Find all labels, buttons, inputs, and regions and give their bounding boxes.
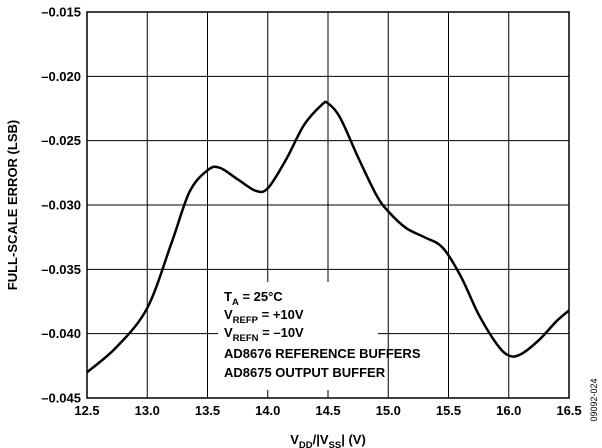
figure-id: 09092-024 — [589, 378, 599, 421]
x-tick-labels: 12.5 13.0 13.5 14.0 14.5 15.0 15.5 16.0 16.5 — [74, 403, 581, 418]
x-tick-label: 14.0 — [255, 403, 280, 418]
grid — [86, 11, 570, 399]
x-tick-label: 16.0 — [496, 403, 521, 418]
y-tick-label: –0.020 — [41, 69, 81, 84]
x-tick-label: 13.5 — [195, 403, 220, 418]
x-axis-title: VDD/|VSS| (V) — [290, 432, 366, 448]
x-tick-label: 15.5 — [436, 403, 461, 418]
annotation-reference-buffers: AD8676 REFERENCE BUFFERS — [224, 346, 421, 361]
y-tick-label: –0.040 — [41, 326, 81, 341]
y-axis-title: FULL-SCALE ERROR (LSB) — [5, 120, 20, 290]
y-tick-label: –0.030 — [41, 198, 81, 213]
annotation-background — [218, 282, 378, 390]
y-tick-label: –0.045 — [41, 391, 81, 406]
x-tick-label: 12.5 — [74, 403, 99, 418]
x-tick-label: 16.5 — [556, 403, 581, 418]
annotation-vrefn: VREFN = –10V — [224, 325, 304, 344]
plot-frame — [86, 11, 570, 399]
annotation-output-buffer: AD8675 OUTPUT BUFFER — [224, 365, 386, 380]
y-tick-label: –0.035 — [41, 262, 81, 277]
annotation-temperature: TA = 25°C — [224, 289, 283, 308]
y-tick-labels: –0.015 –0.020 –0.025 –0.030 –0.035 –0.040 –0.0… — [41, 5, 81, 406]
annotation-vrefp: VREFP = +10V — [224, 307, 304, 326]
y-tick-label: –0.025 — [41, 133, 81, 148]
x-tick-label: 15.0 — [376, 403, 401, 418]
series-line — [86, 100, 570, 374]
x-tick-label: 14.5 — [315, 403, 340, 418]
y-tick-label: –0.015 — [41, 5, 81, 20]
x-tick-label: 13.0 — [135, 403, 160, 418]
